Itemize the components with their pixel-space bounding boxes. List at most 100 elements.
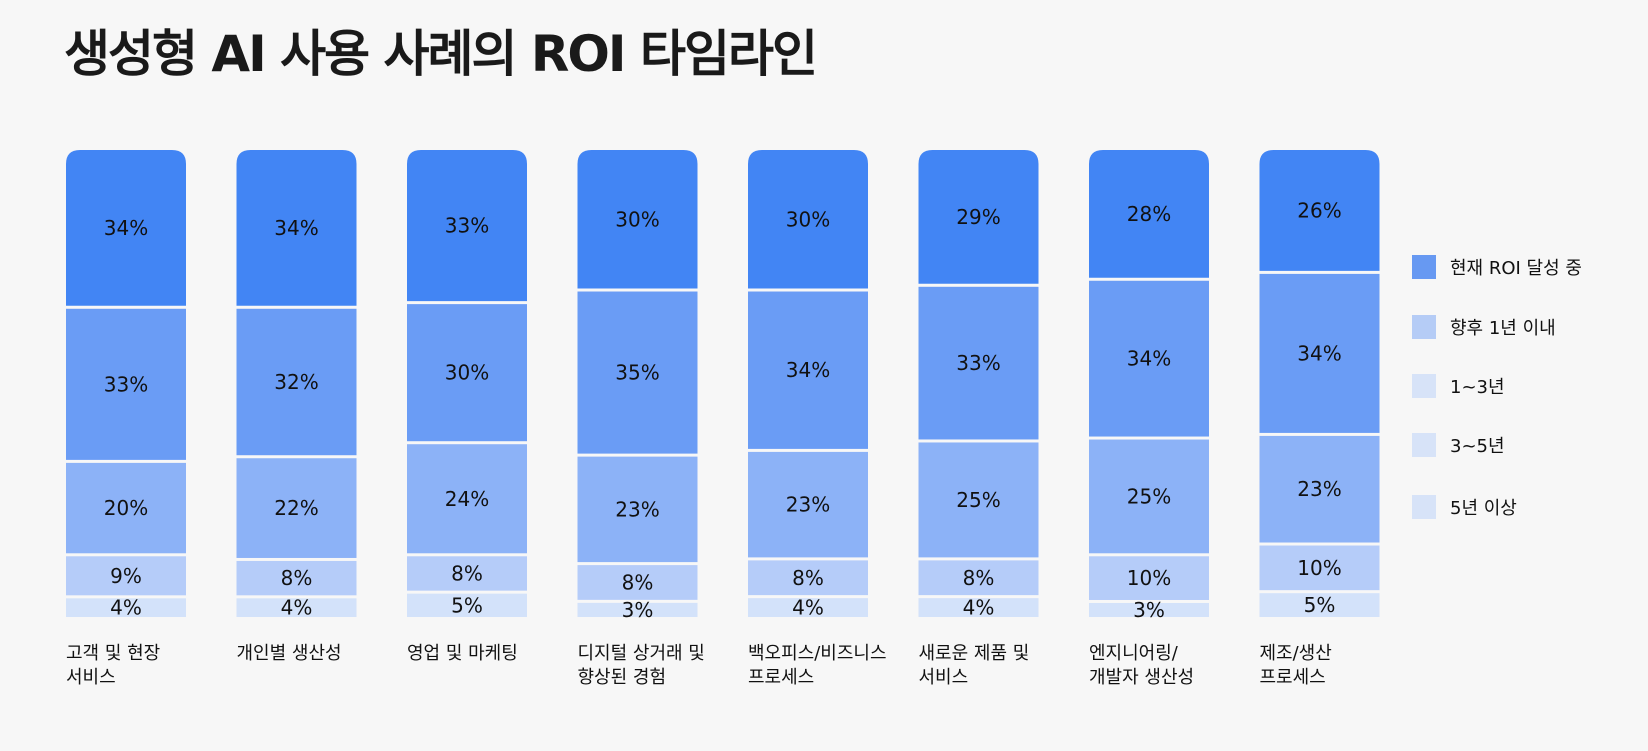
data-label: 10% — [1297, 556, 1341, 580]
bar-segment — [407, 304, 527, 442]
data-label: 29% — [956, 205, 1000, 229]
legend-item-within-1yr: 향후 1년 이내 — [1412, 314, 1556, 340]
legend-label: 1~3년 — [1450, 377, 1505, 398]
bar-stack: 29% 33% 25% 8% 4% — [918, 150, 1039, 620]
category-label: 새로운 제품 및 서비스 — [919, 642, 1089, 690]
bar-segment — [577, 291, 698, 454]
data-label: 24% — [445, 487, 489, 511]
bar-segment — [66, 556, 186, 596]
bar-segment — [1259, 150, 1380, 271]
bar-segment — [577, 565, 698, 600]
bar-segment — [1259, 593, 1380, 617]
data-label: 32% — [274, 370, 318, 394]
category-label-line: 향상된 경험 — [577, 667, 667, 688]
bar-segment — [577, 150, 698, 289]
data-label: 20% — [104, 496, 148, 520]
category-label: 영업 및 마케팅 — [407, 642, 577, 666]
category-label-line: 새로운 제품 및 — [918, 643, 1030, 664]
bar-segment — [1089, 280, 1209, 437]
legend-swatch — [1412, 495, 1436, 519]
bar-stack: 34% 32% 22% 8% 4% — [236, 150, 357, 620]
data-label: 5% — [1304, 593, 1336, 617]
data-label: 4% — [792, 596, 824, 620]
data-label: 23% — [1297, 477, 1341, 501]
data-label: 28% — [1127, 202, 1171, 226]
legend-label: 현재 ROI 달성 중 — [1450, 258, 1582, 279]
legend-label: 3~5년 — [1450, 436, 1505, 457]
data-label: 23% — [615, 497, 659, 521]
data-label: 30% — [786, 207, 830, 231]
category-label-line: 개발자 생산성 — [1089, 667, 1195, 688]
data-label: 33% — [104, 372, 148, 396]
bar-stack: 34% 33% 20% 9% 4% — [66, 150, 186, 620]
category-label-line: 백오피스/비즈니스 — [748, 643, 887, 664]
bar-segment — [236, 598, 357, 617]
data-label: 23% — [786, 493, 830, 517]
bar-segment — [1089, 150, 1209, 278]
bar-segment — [66, 308, 186, 460]
bar-segment — [1089, 556, 1209, 600]
bar-segment — [748, 291, 868, 449]
bar-segment — [1259, 435, 1380, 543]
bar-segment — [236, 458, 357, 558]
legend-swatch — [1412, 433, 1436, 457]
bar-stack: 26% 34% 23% 10% 5% — [1259, 150, 1380, 617]
data-label: 5% — [451, 593, 483, 617]
data-label: 35% — [615, 361, 659, 385]
category-label: 엔지니어링/개발자 생산성 — [1089, 642, 1259, 690]
legend-item-3-5yr: 3~5년 — [1412, 432, 1505, 458]
data-label: 30% — [445, 361, 489, 385]
bar-stack: 28% 34% 25% 10% 3% — [1089, 150, 1209, 622]
data-label: 8% — [792, 566, 824, 590]
bar-segment — [1089, 439, 1209, 554]
category-label-line: 프로세스 — [1259, 667, 1326, 688]
bar-segment — [748, 451, 868, 558]
category-label: 고객 및 현장 서비스 — [66, 642, 236, 690]
bar-segment — [1259, 545, 1380, 591]
data-label: 34% — [1127, 347, 1171, 371]
bar-segment — [748, 150, 868, 289]
bar-segment — [1259, 273, 1380, 433]
bar-segment — [918, 560, 1039, 596]
category-label-line: 제조/생산 — [1259, 643, 1332, 664]
data-label: 34% — [786, 358, 830, 382]
data-label: 22% — [274, 496, 318, 520]
legend-item-current: 현재 ROI 달성 중 — [1412, 254, 1582, 280]
data-label: 3% — [622, 598, 654, 622]
data-label: 8% — [622, 570, 654, 594]
category-label-line: 디지털 상거래 및 — [577, 643, 705, 664]
data-label: 8% — [963, 566, 995, 590]
category-label: 백오피스/비즈니스 프로세스 — [748, 642, 918, 690]
category-label-line: 개인별 생산성 — [236, 643, 342, 664]
data-label: 8% — [281, 566, 313, 590]
bar-segment — [407, 556, 527, 591]
bar-segment — [918, 150, 1039, 284]
data-label: 33% — [956, 351, 1000, 375]
data-label: 10% — [1127, 566, 1171, 590]
legend-swatch — [1412, 374, 1436, 398]
bar-segment — [407, 150, 527, 302]
category-label-line: 고객 및 현장 — [66, 643, 161, 664]
data-label: 33% — [445, 214, 489, 238]
data-label: 34% — [104, 216, 148, 240]
bar-segment — [66, 598, 186, 617]
category-label: 개인별 생산성 — [237, 642, 407, 666]
bar-segment — [236, 308, 357, 456]
legend-swatch — [1412, 255, 1436, 279]
bar-segment — [407, 593, 527, 617]
data-label: 34% — [274, 216, 318, 240]
legend-label: 향후 1년 이내 — [1450, 318, 1556, 339]
data-label: 25% — [1127, 484, 1171, 508]
chart-title: 생성형 AI 사용 사례의 ROI 타임라인 — [64, 25, 818, 83]
legend-item-1-3yr: 1~3년 — [1412, 373, 1505, 399]
legend-item-5yr-plus: 5년 이상 — [1412, 494, 1517, 520]
data-label: 26% — [1297, 198, 1341, 222]
category-label-line: 영업 및 마케팅 — [407, 643, 518, 664]
data-label: 8% — [451, 561, 483, 585]
bar-segment — [748, 598, 868, 617]
bar-segment — [918, 598, 1039, 617]
data-label: 4% — [281, 596, 313, 620]
